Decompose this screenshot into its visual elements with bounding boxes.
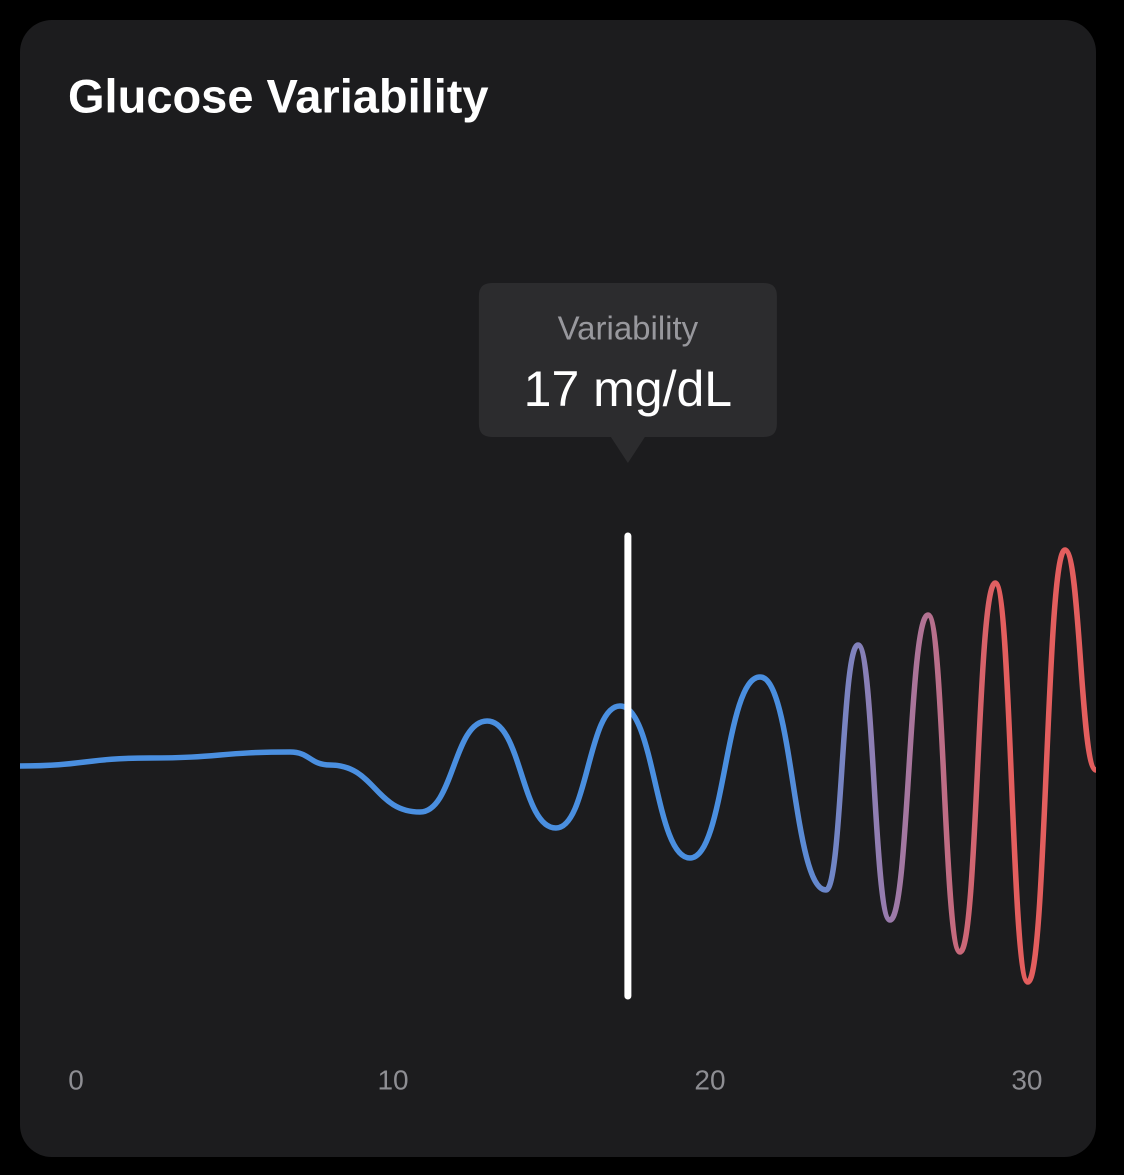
chart-title: Glucose Variability: [68, 69, 489, 122]
x-tick-label: 10: [377, 1064, 408, 1095]
plot: [20, 547, 1096, 985]
x-tick-label: 0: [68, 1064, 84, 1095]
x-tick-label: 20: [694, 1064, 725, 1095]
tooltip-value: 17 mg/dL: [524, 361, 732, 417]
card: [20, 20, 1096, 1157]
tooltip-box: [478, 283, 777, 463]
glucose-line: [20, 547, 1096, 985]
x-tick-label: 30: [1011, 1064, 1042, 1095]
tooltip-label: Variability: [558, 310, 699, 347]
